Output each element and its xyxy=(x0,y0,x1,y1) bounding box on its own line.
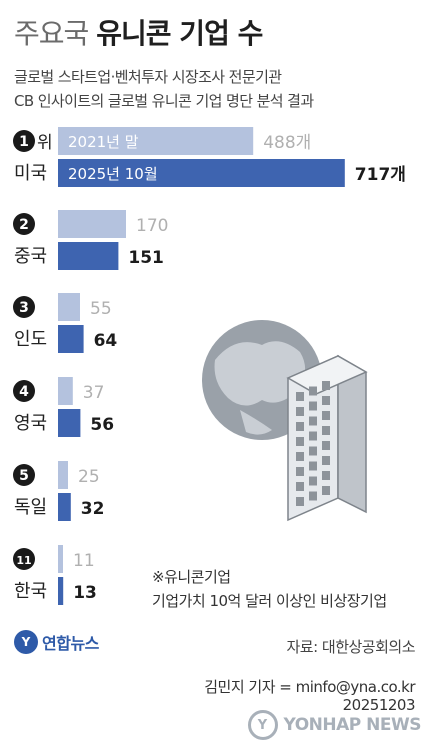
building-window xyxy=(309,416,317,426)
subtitle-line-1: 글로벌 스타트업·벤처투자 시장조사 전문기관 xyxy=(14,68,282,86)
building-window xyxy=(296,452,304,461)
country-label-3: 영국 xyxy=(14,413,47,434)
building-window xyxy=(296,437,304,446)
bar-chart: 1 위미국 488개 717개 2021년 말 2025년 10월 2 중국 170 151 3 인도… xyxy=(13,127,406,605)
building-window xyxy=(322,426,330,435)
value-label-3-old: 37 xyxy=(83,383,105,403)
rank-badge-5 xyxy=(13,548,35,570)
globe-landmass xyxy=(214,341,306,406)
value-label-0-new: 717개 xyxy=(355,165,406,185)
reporter-credit: 김민지 기자 = minfo@yna.co.kr xyxy=(204,678,415,696)
rank-badge-3 xyxy=(13,380,35,402)
rank-badge-0 xyxy=(13,130,35,152)
date-text: 20251203 xyxy=(342,696,416,714)
building-window xyxy=(322,411,330,420)
bar-3-new xyxy=(58,409,81,437)
yonhap-logo-icon: Y xyxy=(14,630,38,654)
bar-5-new xyxy=(58,577,64,605)
value-label-4-old: 25 xyxy=(78,467,100,487)
building-windows xyxy=(296,381,330,506)
building-roof xyxy=(286,355,368,395)
bar-1-old xyxy=(58,210,126,238)
bar-1-new xyxy=(58,242,119,270)
series-label-old: 2021년 말 xyxy=(68,133,139,151)
source-text: 자료: 대한상공회의소 xyxy=(286,638,415,656)
yonhap-watermark: Y YONHAP NEWS xyxy=(247,710,422,740)
building-window xyxy=(322,396,330,405)
building-window xyxy=(296,497,304,506)
building-window xyxy=(309,446,317,456)
unicorn-note-title: ※유니콘기업 xyxy=(152,568,231,586)
building-window xyxy=(322,486,330,495)
page-title: 주요국 유니콘 기업 수 xyxy=(14,12,263,52)
bar-5-old xyxy=(58,545,63,573)
globe-building-illustration xyxy=(202,320,368,522)
bar-2-new xyxy=(58,325,84,353)
value-label-1-old: 170 xyxy=(136,216,168,236)
building-window xyxy=(309,401,317,411)
series-label-new: 2025년 10월 xyxy=(68,165,158,183)
building-window xyxy=(296,422,304,431)
bar-3-old xyxy=(58,377,73,405)
globe-landmass-2 xyxy=(240,410,272,435)
rank-suffix: 위 xyxy=(37,133,53,153)
building-window xyxy=(309,491,317,501)
country-label-1: 중국 xyxy=(14,246,47,267)
country-label-5: 한국 xyxy=(14,581,47,602)
bar-0-new xyxy=(58,159,345,187)
title-bold: 유니콘 기업 수 xyxy=(96,17,263,50)
yonhap-logo-text: 연합뉴스 xyxy=(42,634,99,653)
building-window xyxy=(309,431,317,441)
country-label-0: 미국 xyxy=(14,163,47,184)
building-window xyxy=(296,467,304,476)
country-label-2: 인도 xyxy=(14,329,47,350)
rank-badge-2 xyxy=(13,296,35,318)
building-window xyxy=(296,392,304,401)
value-label-1-new: 151 xyxy=(128,248,164,268)
bar-0-old xyxy=(58,127,254,155)
building-window xyxy=(309,386,317,396)
yonhap-logo: Y 연합뉴스 xyxy=(14,630,99,654)
building-window xyxy=(296,482,304,491)
building-window xyxy=(322,381,330,390)
value-label-3-new: 56 xyxy=(90,415,114,435)
bar-4-old xyxy=(58,461,68,489)
value-label-2-old: 55 xyxy=(90,299,112,319)
rank-number-3: 4 xyxy=(19,384,29,400)
value-label-5-new: 13 xyxy=(73,583,97,603)
building-window xyxy=(309,461,317,471)
rank-number-0: 1 xyxy=(19,134,29,150)
value-label-4-new: 32 xyxy=(81,499,105,519)
rank-number-1: 2 xyxy=(19,217,29,233)
value-label-5-old: 11 xyxy=(73,551,95,571)
subtitle-line-2: CB 인사이트의 글로벌 유니콘 기업 명단 분석 결과 xyxy=(14,92,314,110)
rank-number-4: 5 xyxy=(19,468,29,484)
watermark-icon: Y xyxy=(247,710,278,740)
value-label-0-old: 488개 xyxy=(263,133,311,153)
bar-4-new xyxy=(58,493,71,521)
rank-number-2: 3 xyxy=(19,300,29,316)
building-window xyxy=(322,441,330,450)
building-window xyxy=(309,476,317,486)
rank-badge-4 xyxy=(13,464,35,486)
building-window xyxy=(322,471,330,480)
watermark-text: YONHAP NEWS xyxy=(283,715,422,735)
country-label-4: 독일 xyxy=(14,497,47,518)
title-gray: 주요국 xyxy=(14,17,89,50)
rank-number-5: 11 xyxy=(16,554,31,567)
value-label-2-new: 64 xyxy=(94,331,118,351)
building-window xyxy=(296,407,304,416)
bar-2-old xyxy=(58,293,80,321)
rank-badge-1 xyxy=(13,213,35,235)
unicorn-note-desc: 기업가치 10억 달러 이상인 비상장기업 xyxy=(152,592,387,610)
building-window xyxy=(322,456,330,465)
